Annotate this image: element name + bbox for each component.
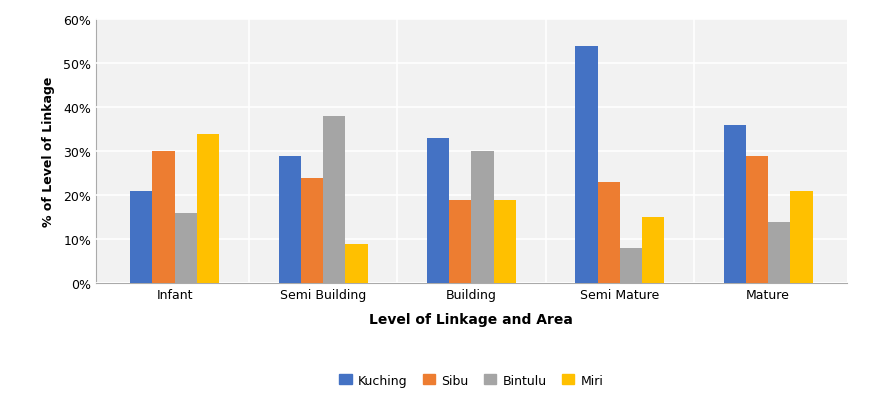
Bar [790, 192, 813, 284]
Legend: Kuching, Sibu, Bintulu, Miri: Kuching, Sibu, Bintulu, Miri [334, 369, 608, 392]
Bar [175, 213, 197, 284]
Bar [597, 183, 620, 284]
Bar [724, 126, 746, 284]
Bar [323, 117, 346, 284]
X-axis label: Level of Linkage and Area: Level of Linkage and Area [369, 312, 574, 326]
Bar [746, 156, 768, 284]
Bar [575, 47, 597, 284]
Bar [450, 200, 471, 284]
Bar [130, 192, 153, 284]
Bar [197, 134, 219, 284]
Bar [427, 139, 450, 284]
Y-axis label: % of Level of Linkage: % of Level of Linkage [42, 77, 55, 227]
Bar [642, 218, 664, 284]
Bar [301, 178, 323, 284]
Bar [471, 152, 493, 284]
Bar [493, 200, 516, 284]
Bar [278, 156, 301, 284]
Bar [346, 244, 368, 284]
Bar [620, 248, 642, 284]
Bar [768, 222, 790, 284]
Bar [153, 152, 175, 284]
